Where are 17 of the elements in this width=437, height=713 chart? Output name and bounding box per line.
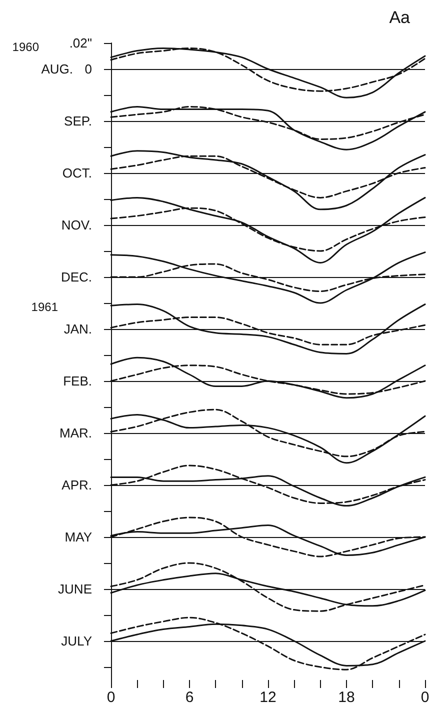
ref-line-label: MAR. (60, 426, 92, 440)
ref-line-label: DEC. (60, 270, 92, 284)
ref-line-label: FEB. (63, 374, 92, 388)
ref-line-label: NOV. (61, 218, 92, 232)
ref-line-label: JUNE (58, 582, 92, 596)
ref-line-label: OCT. (62, 166, 92, 180)
x-tick-label: 0 (106, 689, 116, 706)
ref-line-label: 1961 JAN. (31, 300, 92, 336)
chart-title: Aa (389, 8, 411, 27)
ref-line-label: APR. (62, 478, 92, 492)
ref-line-label: JULY (61, 634, 92, 648)
x-tick-label: 12 (260, 689, 276, 706)
ref-line-label: SEP. (64, 114, 92, 128)
x-tick-label: 0 (420, 689, 430, 706)
x-tick-label: 6 (185, 689, 194, 706)
ref-line-label: MAY (64, 530, 92, 544)
x-tick-label: 18 (338, 689, 355, 706)
